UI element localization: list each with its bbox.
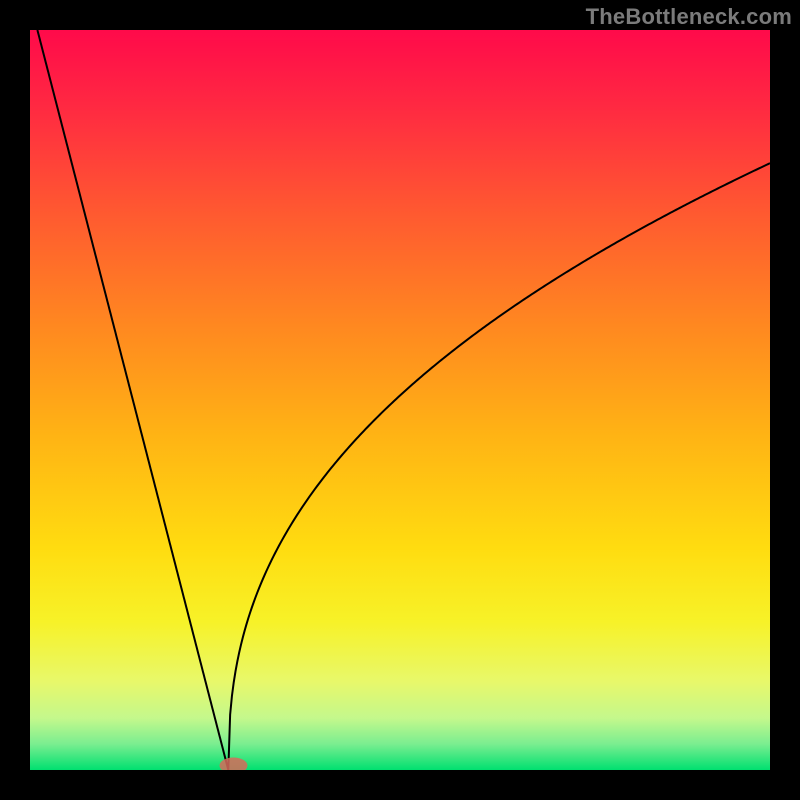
watermark-label: TheBottleneck.com [586, 4, 792, 30]
gradient-background [30, 30, 770, 770]
chart-svg [0, 0, 800, 800]
chart-container: TheBottleneck.com [0, 0, 800, 800]
